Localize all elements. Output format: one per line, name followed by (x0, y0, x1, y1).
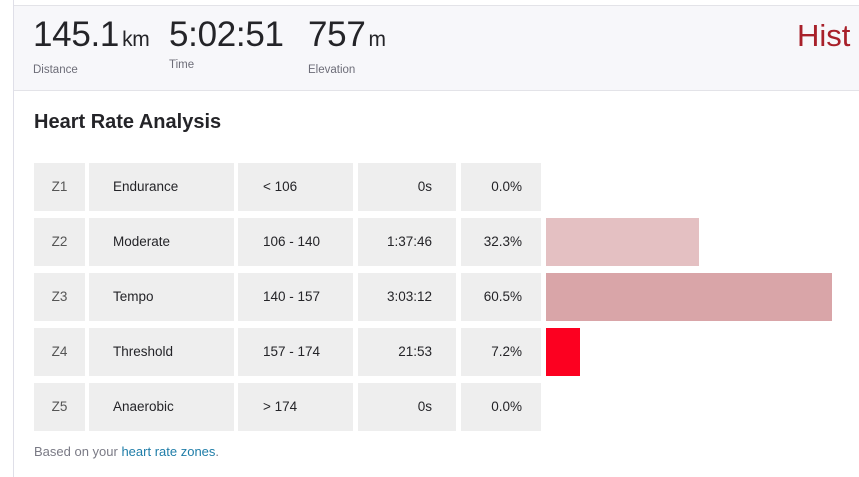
zone-percent-cell: 60.5% (461, 273, 541, 321)
zone-id-cell: Z5 (34, 383, 85, 431)
section-title: Heart Rate Analysis (34, 111, 222, 133)
zone-range-cell: < 106 (238, 163, 353, 211)
zone-name-cell: Anaerobic (89, 383, 234, 431)
zone-time-cell: 0s (358, 163, 456, 211)
zone-name-cell: Endurance (89, 163, 234, 211)
zone-id-cell: Z2 (34, 218, 85, 266)
elevation-label: Elevation (308, 64, 356, 76)
zone-name-cell: Tempo (89, 273, 234, 321)
zone-row: Z4 Threshold 157 - 174 21:53 7.2% (34, 328, 854, 376)
zone-percent-cell: 32.3% (461, 218, 541, 266)
zone-percent-bar (546, 273, 832, 321)
elevation-unit: m (368, 28, 387, 51)
zone-time-cell: 1:37:46 (358, 218, 456, 266)
zone-name-cell: Moderate (89, 218, 234, 266)
zone-range-cell: > 174 (238, 383, 353, 431)
zone-range-cell: 140 - 157 (238, 273, 353, 321)
zone-row: Z5 Anaerobic > 174 0s 0.0% (34, 383, 854, 431)
time-value: 5:02:51 (169, 15, 284, 54)
zone-percent-bar (546, 328, 580, 376)
zone-row: Z2 Moderate 106 - 140 1:37:46 32.3% (34, 218, 854, 266)
zone-time-cell: 0s (358, 383, 456, 431)
zone-id-cell: Z4 (34, 328, 85, 376)
zone-time-cell: 21:53 (358, 328, 456, 376)
elevation-stat: 757 m Elevation (308, 15, 387, 77)
distance-label: Distance (33, 64, 78, 76)
zone-range-cell: 106 - 140 (238, 218, 353, 266)
distance-unit: km (122, 28, 150, 51)
zone-percent-bar (546, 218, 699, 266)
time-stat: 5:02:51 Time (169, 15, 284, 72)
footnote-prefix: Based on your (34, 444, 122, 459)
time-label: Time (169, 59, 195, 71)
zone-percent-cell: 0.0% (461, 163, 541, 211)
distance-value: 145.1 (33, 15, 120, 54)
distance-stat: 145.1 km Distance (33, 15, 150, 77)
zone-percent-cell: 0.0% (461, 383, 541, 431)
zone-id-cell: Z1 (34, 163, 85, 211)
content-left-border (13, 0, 14, 477)
zone-percent-cell: 7.2% (461, 328, 541, 376)
zone-row: Z1 Endurance < 106 0s 0.0% (34, 163, 854, 211)
zone-time-cell: 3:03:12 (358, 273, 456, 321)
footnote-suffix: . (215, 444, 220, 459)
zone-range-cell: 157 - 174 (238, 328, 353, 376)
activity-stats-bar: 145.1 km Distance 5:02:51 Time 757 m Eleva… (14, 5, 859, 91)
zone-id-cell: Z3 (34, 273, 85, 321)
zone-name-cell: Threshold (89, 328, 234, 376)
elevation-value: 757 (308, 15, 366, 54)
footnote: Based on your heart rate zones. (34, 444, 219, 459)
history-link[interactable]: Hist (797, 18, 851, 53)
heart-rate-zones-link[interactable]: heart rate zones (121, 444, 216, 459)
zone-row: Z3 Tempo 140 - 157 3:03:12 60.5% (34, 273, 854, 321)
